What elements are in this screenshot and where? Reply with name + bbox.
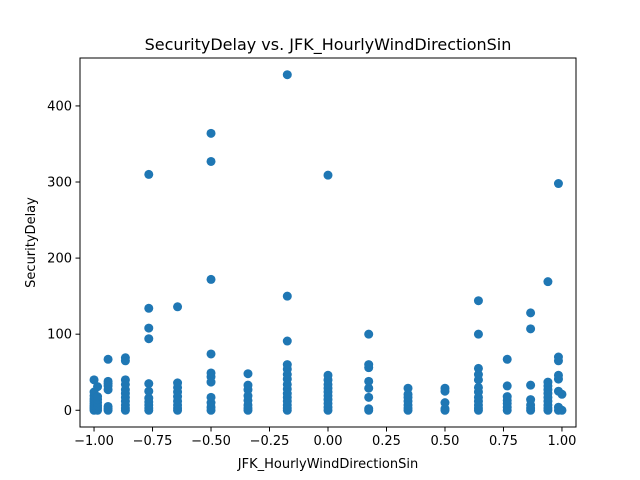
data-point	[120, 375, 130, 385]
y-axis-label: SecurityDelay	[24, 197, 39, 288]
data-point	[473, 296, 483, 306]
data-point	[103, 354, 113, 364]
x-tick-label: −0.50	[191, 434, 231, 449]
data-point	[93, 392, 103, 402]
data-point	[282, 336, 292, 346]
y-tick-label: 0	[64, 404, 72, 419]
data-point	[206, 156, 216, 166]
x-tick-label: −1.00	[74, 434, 114, 449]
data-point	[502, 354, 512, 364]
data-point	[502, 381, 512, 391]
data-point	[364, 376, 374, 386]
y-tick-label: 300	[47, 176, 72, 191]
data-point	[144, 386, 154, 396]
y-tick-label: 100	[47, 328, 72, 343]
data-point	[282, 70, 292, 80]
data-point	[206, 128, 216, 138]
x-axis-ticks: −1.00 −0.75 −0.50 −0.25 0.00 0.25 0.50 0.75 1.00	[74, 427, 576, 449]
data-point	[144, 323, 154, 333]
data-point	[543, 277, 553, 287]
data-point	[144, 169, 154, 179]
data-point	[553, 352, 563, 362]
data-point	[103, 376, 113, 386]
data-point	[120, 353, 130, 363]
data-point	[323, 170, 333, 180]
data-point	[557, 405, 567, 415]
data-point	[323, 370, 333, 380]
data-point	[282, 360, 292, 370]
data-point	[173, 378, 183, 388]
data-point	[206, 392, 216, 402]
data-point	[364, 383, 374, 393]
data-point	[502, 392, 512, 402]
data-point	[473, 363, 483, 373]
x-tick-label: 0.25	[372, 434, 401, 449]
x-tick-label: −0.25	[250, 434, 290, 449]
data-point	[553, 370, 563, 380]
y-tick-label: 200	[47, 252, 72, 267]
data-point	[526, 395, 536, 405]
data-point	[543, 377, 553, 387]
data-point	[364, 404, 374, 414]
x-tick-label: 0.00	[314, 434, 343, 449]
data-point	[440, 383, 450, 393]
data-point	[364, 392, 374, 402]
data-point	[144, 379, 154, 389]
data-point	[526, 324, 536, 334]
data-point	[473, 329, 483, 339]
data-point	[144, 303, 154, 313]
data-point	[173, 302, 183, 312]
data-point	[282, 291, 292, 301]
data-point	[103, 401, 113, 411]
data-point	[526, 308, 536, 318]
x-axis-label: JFK_HourlyWindDirectionSin	[237, 457, 418, 472]
data-point	[553, 179, 563, 189]
x-tick-label: −0.75	[133, 434, 173, 449]
data-point	[364, 329, 374, 339]
data-point	[144, 393, 154, 403]
data-point	[473, 382, 483, 392]
data-point	[440, 398, 450, 408]
data-point	[89, 375, 99, 385]
data-point	[403, 383, 413, 393]
y-tick-label: 400	[47, 99, 72, 114]
x-tick-label: 0.75	[489, 434, 518, 449]
y-axis-ticks: 0 100 200 300 400	[47, 99, 80, 419]
data-point	[364, 360, 374, 370]
data-point	[243, 369, 253, 379]
data-point	[206, 274, 216, 284]
x-tick-label: 1.00	[547, 434, 576, 449]
data-point	[206, 349, 216, 359]
chart-title: SecurityDelay vs. JFK_HourlyWindDirectio…	[145, 35, 512, 55]
data-point	[206, 368, 216, 378]
data-point	[243, 380, 253, 390]
data-point	[93, 382, 103, 392]
data-point	[144, 334, 154, 344]
data-point	[557, 389, 567, 399]
data-point	[526, 380, 536, 390]
data-points	[89, 70, 567, 415]
x-tick-label: 0.50	[431, 434, 460, 449]
